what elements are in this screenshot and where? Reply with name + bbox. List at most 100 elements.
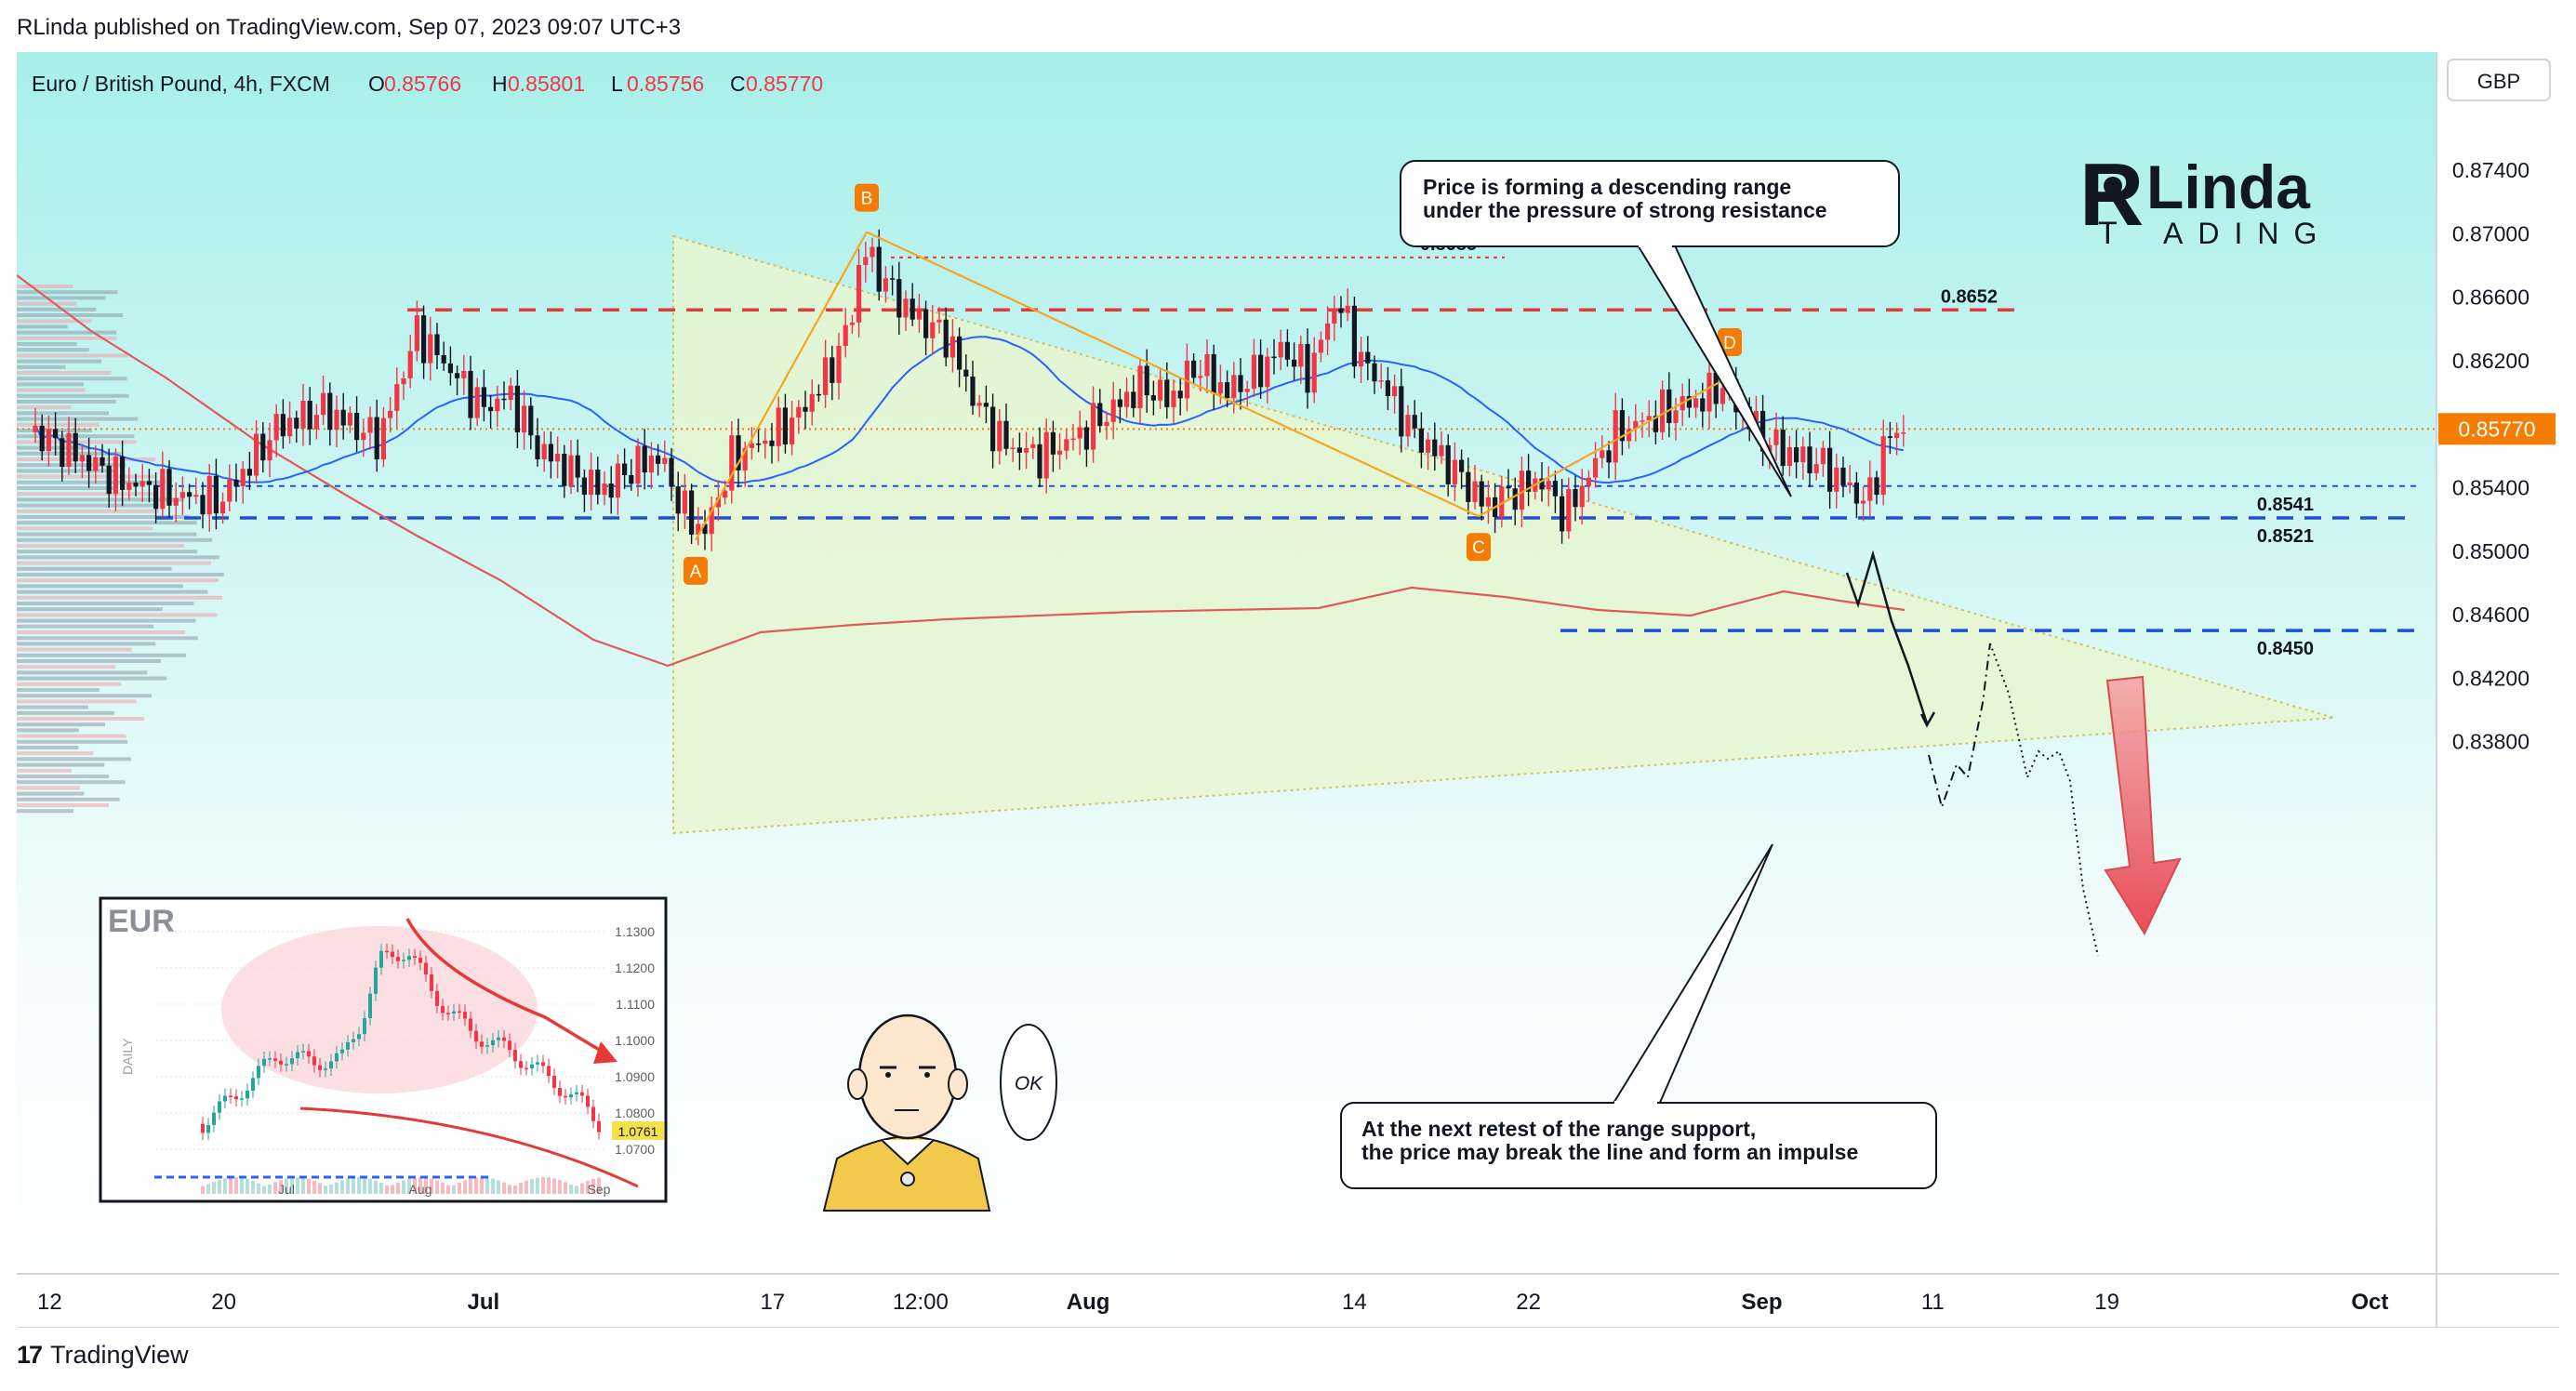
candle-body bbox=[943, 319, 949, 358]
currency-button[interactable]: GBP bbox=[2447, 59, 2551, 101]
inset-candle bbox=[513, 1050, 517, 1062]
candle-body bbox=[1372, 363, 1377, 382]
inset-candle bbox=[575, 1092, 578, 1095]
candle-body bbox=[1800, 446, 1806, 463]
inset-candle bbox=[296, 1052, 299, 1059]
candle-body bbox=[870, 246, 875, 258]
inset-arrowhead bbox=[593, 1041, 617, 1064]
price-axis-background bbox=[2437, 52, 2559, 1274]
volume-profile-bar bbox=[17, 757, 131, 762]
inset-volume bbox=[586, 1180, 590, 1194]
inset-tick: 1.0800 bbox=[615, 1106, 655, 1120]
candle-body bbox=[193, 495, 199, 497]
inset-volume bbox=[363, 1177, 366, 1194]
pattern-point-marker bbox=[1467, 533, 1491, 562]
candle-body bbox=[1432, 439, 1438, 457]
candle-body bbox=[1426, 439, 1431, 453]
candle-body bbox=[1445, 444, 1451, 484]
volume-profile-bar bbox=[17, 653, 186, 657]
volume-profile-bar bbox=[17, 480, 166, 484]
candle-body bbox=[1010, 447, 1016, 449]
volume-profile bbox=[17, 285, 224, 814]
candle-body bbox=[689, 490, 695, 535]
inset-candle bbox=[441, 1005, 445, 1013]
candle-body bbox=[575, 455, 580, 478]
tradingview-footer[interactable]: 17 TradingView bbox=[17, 1341, 189, 1370]
candle-body bbox=[39, 425, 45, 452]
candle-body bbox=[367, 417, 373, 433]
candle-body bbox=[1231, 375, 1237, 399]
candle-body bbox=[179, 492, 185, 498]
candle-body bbox=[1479, 481, 1484, 507]
candle-body bbox=[1070, 438, 1076, 441]
candle-body bbox=[1392, 386, 1398, 397]
candle-body bbox=[1633, 420, 1639, 430]
volume-profile-bar bbox=[17, 509, 160, 513]
inset-volume bbox=[285, 1178, 288, 1194]
current-price-tag: 0.85770 bbox=[2438, 413, 2556, 445]
candle-body bbox=[1606, 450, 1612, 463]
inset-candle bbox=[413, 956, 417, 959]
candle-body bbox=[555, 454, 561, 462]
candle-body bbox=[300, 401, 306, 429]
inset-candle bbox=[474, 1030, 478, 1042]
volume-profile-bar bbox=[17, 659, 162, 663]
inset-candle bbox=[312, 1056, 316, 1066]
candle-body bbox=[522, 405, 527, 433]
volume-profile-bar bbox=[17, 751, 94, 756]
candle-body bbox=[1673, 410, 1679, 423]
inset-candle bbox=[435, 990, 439, 1006]
inset-candle bbox=[374, 967, 378, 994]
candle-body bbox=[749, 444, 754, 448]
candle-body bbox=[280, 414, 285, 437]
candle-body bbox=[160, 469, 166, 510]
inset-volume bbox=[569, 1184, 573, 1194]
volume-profile-bar bbox=[17, 469, 118, 473]
candle-body bbox=[1666, 389, 1672, 423]
volume-profile-bar bbox=[17, 786, 81, 790]
candle-body bbox=[1338, 308, 1344, 313]
inset-volume bbox=[430, 1178, 433, 1194]
inset-candle bbox=[480, 1041, 484, 1047]
volume-profile-bar bbox=[17, 688, 100, 692]
time-tick-label: 12:00 bbox=[893, 1290, 949, 1315]
candle-body bbox=[1820, 447, 1826, 465]
candle-body bbox=[803, 406, 808, 412]
candle-body bbox=[1713, 372, 1719, 404]
candle-body bbox=[782, 407, 788, 444]
volume-profile-bar bbox=[17, 670, 148, 675]
price-tick-label: 0.86600 bbox=[2452, 285, 2530, 310]
candle-body bbox=[1526, 470, 1532, 492]
candle-body bbox=[1552, 481, 1558, 497]
candle-body bbox=[106, 465, 112, 495]
candle-body bbox=[1579, 485, 1585, 508]
inset-volume bbox=[379, 1183, 383, 1194]
candle-body bbox=[1030, 444, 1036, 448]
price-tick-label: 0.87400 bbox=[2452, 158, 2530, 182]
candle-body bbox=[1586, 477, 1591, 486]
candle-body bbox=[173, 497, 179, 506]
candle-body bbox=[796, 406, 802, 418]
inset-candle bbox=[502, 1037, 506, 1041]
inset-candle bbox=[268, 1058, 272, 1060]
candle-body bbox=[474, 387, 480, 418]
candle-body bbox=[1720, 388, 1725, 404]
inset-volume bbox=[485, 1177, 489, 1194]
candle-body bbox=[602, 484, 607, 496]
candle-body bbox=[1593, 457, 1599, 478]
inset-candle bbox=[469, 1018, 472, 1031]
inset-volume bbox=[508, 1185, 511, 1194]
inset-volume bbox=[524, 1180, 528, 1194]
candle-body bbox=[856, 265, 862, 323]
candle-body bbox=[836, 346, 842, 383]
volume-profile-bar bbox=[17, 371, 112, 375]
candle-body bbox=[863, 257, 869, 266]
inset-volume bbox=[597, 1177, 601, 1194]
candle-body bbox=[1251, 354, 1256, 390]
candle-body bbox=[327, 392, 333, 431]
candle-body bbox=[849, 322, 855, 325]
time-tick-label: 12 bbox=[37, 1290, 62, 1315]
abcd-pattern: A B C D bbox=[684, 183, 1742, 585]
